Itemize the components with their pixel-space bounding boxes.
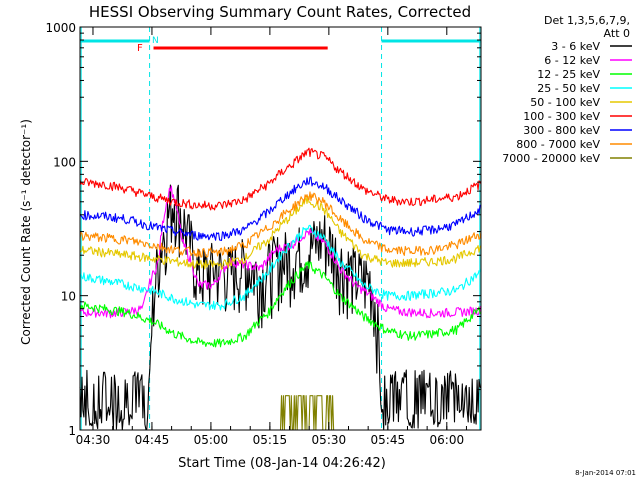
y-axis-label: Corrected Count Rate (s⁻¹ detector⁻¹)	[19, 119, 33, 345]
series-line-3	[79, 224, 482, 311]
legend-header-line-1: Det 1,3,5,6,7,9,	[544, 14, 630, 27]
series-line-5	[79, 147, 482, 211]
legend-header-line-2: Att 0	[604, 27, 630, 40]
legend-label-3: 25 - 50 keV	[537, 82, 600, 95]
legend-label-7: 800 - 7000 keV	[516, 138, 600, 151]
legend-label-0: 3 - 6 keV	[551, 40, 600, 53]
chart-title: HESSI Observing Summary Count Rates, Cor…	[89, 3, 471, 21]
x-axis-label: Start Time (08-Jan-14 04:26:42)	[178, 456, 386, 471]
legend-label-4: 50 - 100 keV	[530, 96, 600, 109]
night-flag-label: N	[152, 36, 159, 46]
y-tick-label-2: 100	[53, 155, 76, 169]
timestamp: 8-Jan-2014 07:01	[575, 469, 636, 477]
legend-label-2: 12 - 25 keV	[537, 68, 600, 81]
legend-label-1: 6 - 12 keV	[544, 54, 600, 67]
legend-label-5: 100 - 300 keV	[523, 110, 600, 123]
x-tick-label-2: 05:00	[194, 433, 229, 447]
x-tick-label-3: 05:15	[253, 433, 288, 447]
series-line-6	[79, 176, 482, 241]
plot-area: NF 04:30 04:45 05:00 05:15 05:30 05:45 06:00 1 10…	[45, 21, 482, 447]
x-tick-label-1: 04:45	[135, 433, 170, 447]
x-tick-label-4: 05:30	[312, 433, 347, 447]
plot-frame	[79, 26, 482, 431]
series-line-4	[79, 195, 482, 270]
y-tick-label-3: 1000	[45, 21, 76, 35]
series-line-7	[79, 191, 482, 258]
x-tick-label-0: 04:30	[76, 433, 111, 447]
series-line-0	[79, 184, 482, 431]
flare-flag-label: F	[137, 43, 143, 54]
y-tick-label-0: 1	[68, 424, 76, 438]
legend-label-8: 7000 - 20000 keV	[502, 152, 600, 165]
series-line-2	[79, 261, 481, 348]
legend-label-6: 300 - 800 keV	[523, 124, 600, 137]
y-tick-label-1: 10	[61, 290, 76, 304]
x-tick-label-5: 05:45	[371, 433, 406, 447]
x-tick-label-6: 06:00	[430, 433, 465, 447]
